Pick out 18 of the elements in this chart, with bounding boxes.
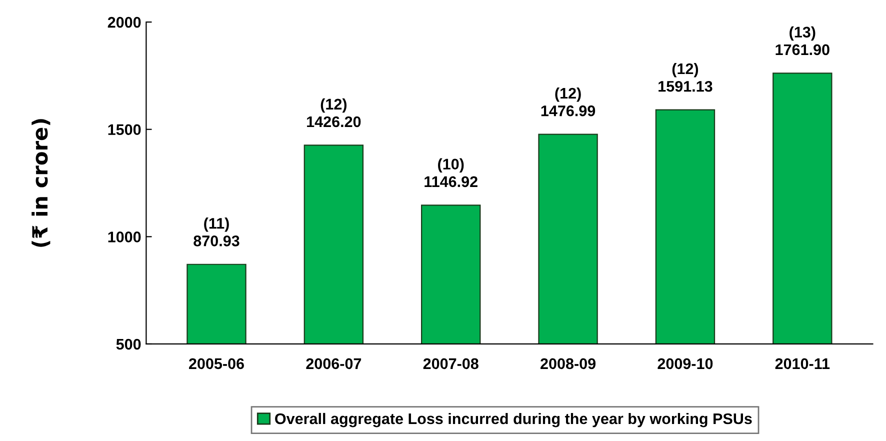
x-tick-label: 2007-08 [423, 358, 478, 370]
x-tick-label: 2009-10 [658, 358, 713, 370]
x-tick-label: 2006-07 [306, 358, 362, 370]
x-tick-label: 2005-06 [188, 358, 244, 370]
data-label: (12) 1476.99 [541, 87, 596, 116]
y-tick-label: 1000 [108, 232, 141, 242]
y-tick-label: 2000 [108, 16, 141, 28]
x-tick-label: 2008-09 [540, 358, 596, 370]
data-label: (10) 1146.92 [424, 158, 478, 188]
y-axis-title: (₹ in crore) [32, 119, 50, 247]
y-tick-label: 500 [116, 338, 141, 350]
data-label: (12) 1591.13 [658, 62, 712, 92]
data-label: (11) 870.93 [194, 218, 240, 246]
data-label: (12) 1426.20 [307, 98, 361, 128]
legend-label: Overall aggregate Loss incurred during the year by working PSUs [275, 412, 752, 428]
data-label: (13) 1761.90 [776, 26, 830, 56]
x-tick-label: 2010-11 [775, 358, 830, 370]
y-tick-label: 1500 [108, 124, 141, 136]
